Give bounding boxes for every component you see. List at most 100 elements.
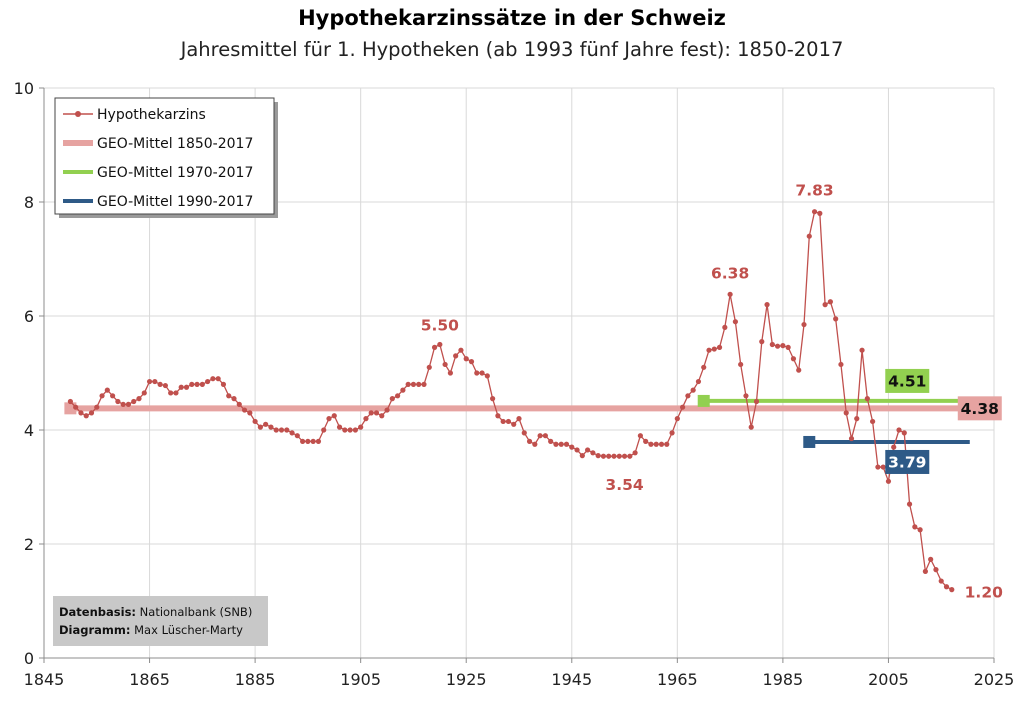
data-point — [790, 356, 797, 362]
data-point — [938, 578, 944, 584]
data-point — [78, 410, 84, 416]
data-point — [885, 478, 892, 484]
data-point — [331, 413, 337, 419]
source-data-value: Nationalbank (SNB) — [136, 605, 252, 619]
data-point — [88, 410, 95, 416]
x-tick-label: 1985 — [763, 670, 804, 689]
data-point — [152, 378, 158, 385]
data-point — [896, 427, 902, 433]
x-tick-label: 2025 — [974, 670, 1015, 689]
data-point — [574, 447, 580, 453]
data-point — [294, 433, 300, 439]
data-point — [384, 407, 390, 413]
source-data-label: Datenbasis: — [59, 605, 136, 619]
data-point — [537, 433, 543, 439]
data-point — [606, 453, 612, 459]
y-tick-label: 2 — [24, 535, 34, 554]
annotation-label: 3.54 — [605, 476, 643, 494]
data-point — [162, 382, 168, 389]
data-point — [658, 441, 665, 447]
data-point — [220, 381, 227, 387]
x-tick-label: 1945 — [551, 670, 592, 689]
data-point — [585, 447, 591, 453]
data-point — [785, 344, 791, 350]
data-point — [146, 378, 153, 385]
data-point — [843, 410, 849, 416]
data-point — [880, 464, 886, 470]
data-point — [833, 316, 839, 322]
data-point — [516, 416, 522, 422]
data-point — [410, 381, 417, 387]
data-point — [305, 438, 311, 444]
x-tick-label: 1865 — [129, 670, 170, 689]
annotations: 5.50 3.54 6.38 7.83 1.20 — [421, 182, 1003, 602]
legend: Hypothekarzins GEO-Mittel 1850-2017 GEO-… — [54, 97, 278, 218]
data-point — [284, 427, 290, 433]
data-point — [104, 387, 110, 393]
data-point — [817, 210, 823, 216]
data-point — [759, 339, 765, 345]
data-point — [780, 343, 786, 349]
legend-label-geo-1970: GEO-Mittel 1970-2017 — [97, 165, 253, 181]
data-point — [437, 341, 443, 348]
x-tick-label: 1905 — [340, 670, 381, 689]
x-tick-label: 1965 — [657, 670, 698, 689]
data-point — [458, 347, 464, 353]
data-point — [336, 424, 343, 430]
chart-subtitle: Jahresmittel für 1. Hypotheken (ab 1993 … — [180, 38, 844, 61]
axes — [39, 87, 995, 663]
data-point — [421, 381, 427, 387]
data-point — [648, 441, 654, 447]
legend-label-hypothekarzins: Hypothekarzins — [97, 107, 206, 123]
data-point — [321, 427, 327, 433]
data-point — [590, 450, 596, 456]
x-tick-label: 1885 — [235, 670, 276, 689]
data-point — [278, 427, 285, 433]
data-point — [226, 393, 232, 399]
data-point — [600, 453, 607, 459]
data-point — [468, 359, 475, 365]
data-point — [67, 398, 73, 405]
data-point — [131, 398, 137, 405]
data-point — [653, 441, 659, 447]
data-point — [695, 378, 702, 385]
data-point — [548, 438, 554, 444]
mean-box-1970-text: 4.51 — [888, 372, 926, 390]
data-point — [563, 441, 570, 447]
data-point — [315, 438, 322, 444]
mean-box-1850-bg — [957, 396, 1002, 421]
data-point — [389, 396, 395, 402]
data-point — [558, 441, 564, 447]
data-point — [289, 430, 295, 436]
legend-item-geo-1850: GEO-Mittel 1850-2017 — [63, 136, 253, 152]
data-point — [463, 356, 469, 362]
data-point — [690, 387, 696, 393]
data-point — [479, 370, 485, 376]
chart-title: Hypothekarzinssätze in der Schweiz — [298, 6, 726, 30]
data-point — [363, 416, 369, 422]
data-point — [141, 390, 147, 396]
data-point — [922, 568, 928, 574]
data-point — [379, 413, 385, 419]
data-point — [532, 441, 538, 447]
data-point — [553, 441, 559, 447]
data-point — [521, 430, 527, 436]
data-point — [199, 381, 205, 387]
data-point — [611, 453, 617, 459]
data-point — [822, 302, 828, 308]
data-point — [764, 302, 770, 308]
mean-box-1990-text: 3.79 — [888, 453, 926, 471]
source-line-data: Datenbasis: Nationalbank (SNB) — [59, 605, 252, 619]
data-point — [352, 427, 358, 433]
data-point — [811, 209, 818, 215]
data-point — [569, 444, 575, 450]
source-chart-value: Max Lüscher-Marty — [130, 623, 243, 637]
data-point — [796, 367, 802, 373]
data-point — [210, 376, 216, 382]
data-point — [263, 421, 269, 427]
x-tick-label: 1925 — [446, 670, 487, 689]
grid-lines — [44, 87, 995, 658]
data-point — [738, 361, 744, 368]
data-point — [753, 398, 760, 405]
data-point — [616, 453, 622, 459]
